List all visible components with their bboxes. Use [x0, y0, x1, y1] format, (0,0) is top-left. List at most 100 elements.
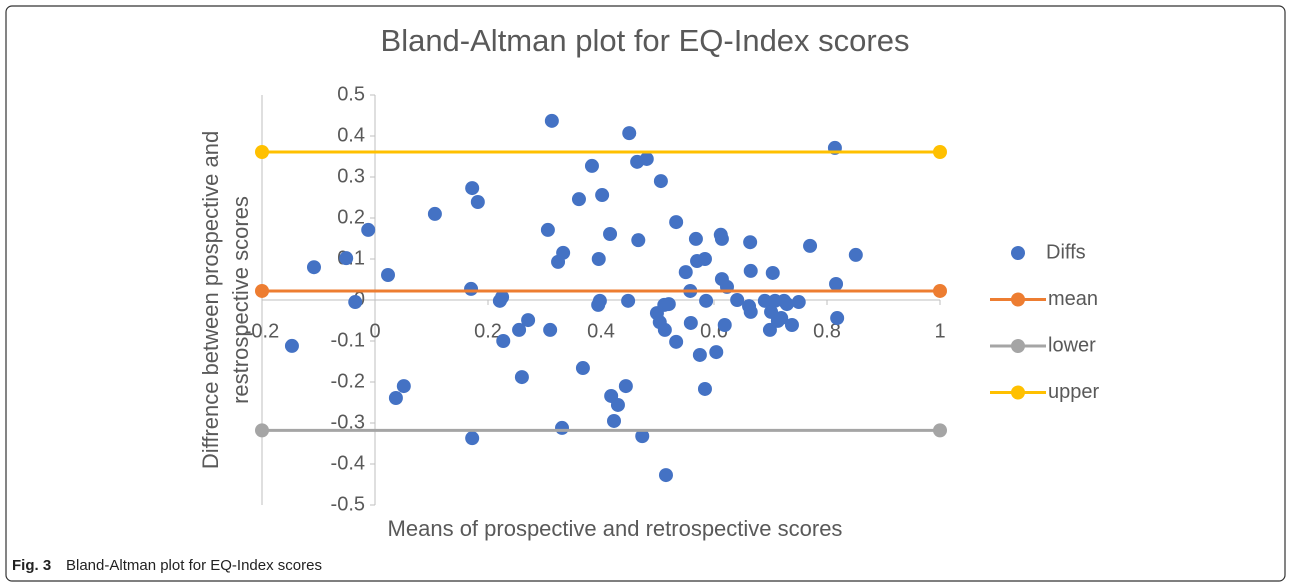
- point: [709, 345, 724, 360]
- point: [774, 311, 789, 326]
- frame: [5, 5, 1286, 582]
- y-tick-label: -0.5: [331, 493, 365, 515]
- point: [830, 311, 845, 326]
- legend-marker: [1011, 246, 1025, 260]
- point: [848, 247, 863, 262]
- point: [348, 295, 363, 310]
- point: [699, 293, 714, 308]
- point: [603, 226, 618, 241]
- point: [717, 318, 732, 333]
- point: [255, 283, 269, 298]
- point: [592, 293, 607, 308]
- point: [255, 144, 269, 159]
- point: [657, 322, 672, 337]
- point: [540, 222, 555, 237]
- legend-label: mean: [1048, 288, 1098, 310]
- point: [765, 265, 780, 280]
- legend-label: Diffs: [1046, 241, 1086, 263]
- point: [339, 251, 354, 266]
- point: [683, 315, 698, 330]
- point: [933, 283, 947, 298]
- point: [661, 297, 676, 312]
- point: [521, 313, 536, 328]
- point: [255, 423, 269, 438]
- y-tick-label: -0.2: [331, 370, 365, 392]
- point: [621, 293, 636, 308]
- point: [610, 397, 625, 412]
- point: [635, 429, 650, 444]
- point: [697, 252, 712, 266]
- y-tick-label: -0.1: [331, 329, 365, 351]
- y-tick-label: 0.3: [337, 165, 365, 187]
- point: [361, 222, 376, 237]
- point: [396, 379, 411, 394]
- point: [495, 290, 510, 305]
- point: [631, 233, 646, 248]
- x-tick-label: 0.8: [813, 320, 841, 342]
- point: [743, 235, 758, 250]
- point: [743, 304, 758, 319]
- y-tick-label: -0.4: [331, 452, 365, 474]
- y-axis-title: restrospective scores: [228, 196, 253, 404]
- point: [730, 293, 745, 307]
- point: [688, 231, 703, 246]
- x-tick-label: -0.2: [245, 320, 279, 342]
- point: [464, 281, 479, 296]
- point: [571, 192, 586, 207]
- point: [470, 195, 485, 210]
- y-tick-label: 0.5: [337, 83, 365, 105]
- point: [380, 267, 395, 282]
- point: [697, 381, 712, 396]
- caption-text: Bland-Altman plot for EQ-Index scores: [66, 557, 322, 574]
- point: [284, 338, 299, 353]
- point: [933, 144, 947, 159]
- point: [555, 420, 570, 435]
- y-tick-label: -0.3: [331, 411, 365, 433]
- point: [779, 297, 794, 312]
- point: [669, 334, 684, 349]
- point: [556, 245, 571, 260]
- x-tick-label: 0: [369, 320, 380, 342]
- point: [714, 231, 729, 246]
- x-tick-label: 0.4: [587, 320, 615, 342]
- point: [514, 370, 529, 385]
- x-axis-title: Means of prospective and retrospective s…: [388, 516, 843, 541]
- legend-label: upper: [1048, 381, 1099, 403]
- point: [618, 379, 633, 394]
- x-tick-label: 0.2: [474, 320, 502, 342]
- point: [544, 113, 559, 128]
- legend-marker: [1011, 339, 1025, 353]
- point: [306, 260, 321, 275]
- caption-label: Fig. 3: [12, 557, 51, 574]
- point: [427, 206, 442, 221]
- point: [669, 215, 684, 230]
- legend-label: lower: [1048, 334, 1096, 356]
- point: [584, 158, 599, 173]
- point: [743, 263, 758, 278]
- point: [496, 334, 511, 348]
- chart-title: Bland-Altman plot for EQ-Index scores: [381, 23, 910, 58]
- point: [678, 265, 693, 280]
- legend-marker: [1011, 292, 1025, 307]
- point: [606, 413, 621, 428]
- point: [543, 322, 558, 337]
- point: [784, 318, 799, 333]
- y-axis-title: Diffrence between prospective and: [198, 131, 223, 469]
- point: [639, 151, 654, 166]
- y-tick-label: 0.4: [337, 124, 365, 146]
- point: [512, 322, 527, 337]
- point: [575, 361, 590, 376]
- point: [465, 181, 480, 196]
- point: [658, 468, 673, 483]
- point: [762, 322, 777, 337]
- x-tick-label: 1: [934, 320, 945, 342]
- point: [791, 295, 806, 310]
- point: [692, 347, 707, 362]
- point: [622, 126, 637, 141]
- point: [595, 188, 610, 203]
- point: [465, 431, 480, 446]
- point: [591, 252, 606, 266]
- point: [829, 277, 844, 292]
- point: [653, 174, 668, 189]
